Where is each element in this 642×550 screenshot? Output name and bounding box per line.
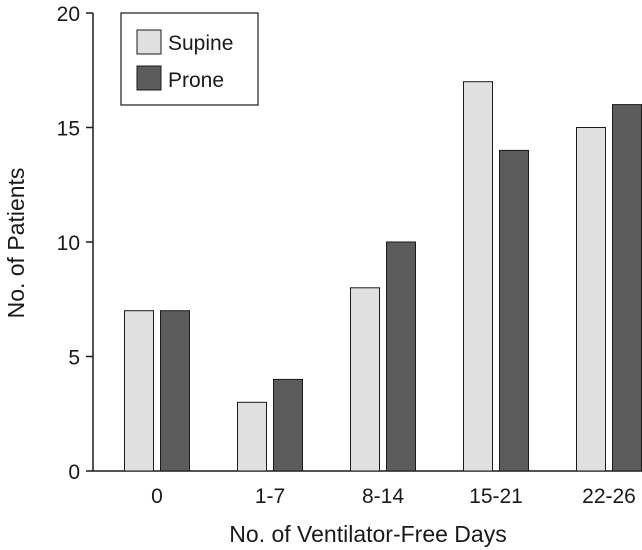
x-axis-title: No. of Ventilator-Free Days xyxy=(229,521,506,547)
bar-supine-1-7 xyxy=(237,401,267,472)
x-tick-label: 0 xyxy=(151,485,163,508)
x-ticks: 0 1-7 8-14 15-21 22-26 xyxy=(151,485,636,508)
bar-supine-22-26 xyxy=(576,127,606,472)
x-tick-label: 15-21 xyxy=(469,485,523,508)
y-tick-label: 15 xyxy=(57,118,80,141)
legend-swatch-prone xyxy=(136,65,162,91)
bar-prone-1-7 xyxy=(273,378,303,472)
bar-prone-15-21 xyxy=(499,149,529,472)
bar-supine-15-21 xyxy=(463,81,493,472)
bar-supine-8-14 xyxy=(350,287,380,472)
y-tick-label: 5 xyxy=(68,347,80,370)
y-tick-label: 20 xyxy=(57,3,80,26)
x-tick-label: 22-26 xyxy=(582,485,636,508)
x-tick-label: 1-7 xyxy=(255,485,285,508)
legend-label-prone: Prone xyxy=(168,69,224,92)
bars xyxy=(124,81,642,472)
y-tick-label: 10 xyxy=(57,232,80,255)
y-axis-title: No. of Patients xyxy=(3,168,29,319)
x-tick-label: 8-14 xyxy=(362,485,404,508)
y-tick-label: 0 xyxy=(68,461,80,484)
bar-prone-8-14 xyxy=(386,241,416,472)
bar-prone-0 xyxy=(160,310,190,472)
bar-supine-0 xyxy=(124,310,154,472)
legend: Supine Prone xyxy=(120,12,259,106)
legend-label-supine: Supine xyxy=(168,32,233,55)
y-ticks: 0 5 10 15 20 xyxy=(57,3,93,484)
bar-prone-22-26 xyxy=(612,104,642,472)
legend-swatch-supine xyxy=(136,29,162,55)
